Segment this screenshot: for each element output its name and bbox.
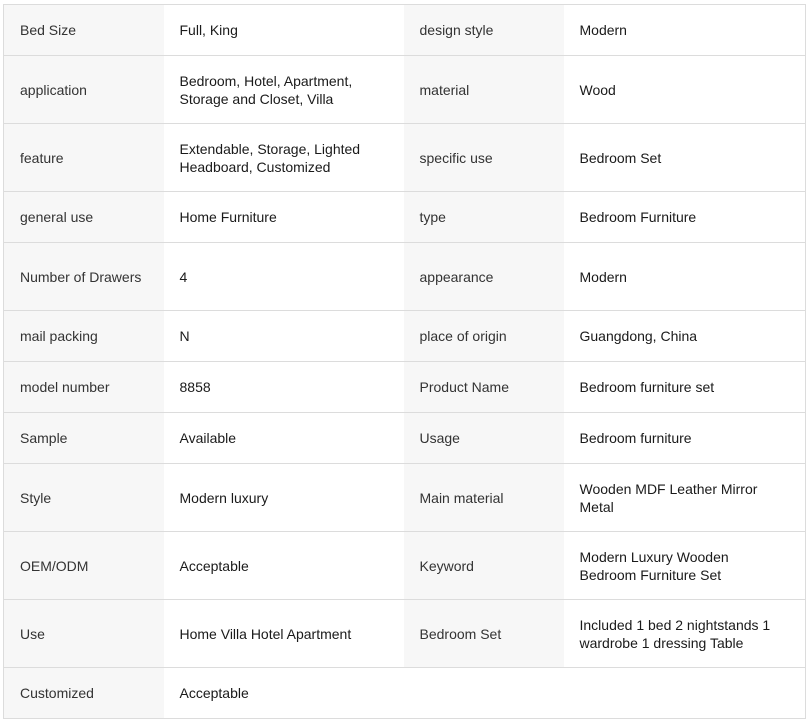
spec-row: Number of Drawers 4 appearance Modern <box>3 242 806 311</box>
spec-label: feature <box>3 123 164 192</box>
spec-label: place of origin <box>403 310 564 362</box>
spec-value: Guangdong, China <box>563 310 806 362</box>
spec-value: Bedroom furniture <box>563 412 806 464</box>
spec-label: mail packing <box>3 310 164 362</box>
spec-value: Modern Luxury Wooden Bedroom Furniture S… <box>563 531 806 600</box>
spec-value: Bedroom, Hotel, Apartment, Storage and C… <box>163 55 404 124</box>
spec-label: Keyword <box>403 531 564 600</box>
spec-label: specific use <box>403 123 564 192</box>
spec-label: material <box>403 55 564 124</box>
spec-value: Home Villa Hotel Apartment <box>163 599 404 668</box>
spec-label: Bedroom Set <box>403 599 564 668</box>
spec-value: N <box>163 310 404 362</box>
empty-cell <box>403 667 806 719</box>
spec-row: application Bedroom, Hotel, Apartment, St… <box>3 55 806 124</box>
spec-label: Style <box>3 463 164 532</box>
spec-value: Wooden MDF Leather Mirror Metal <box>563 463 806 532</box>
spec-row: Bed Size Full, King design style Modern <box>3 4 806 56</box>
spec-row: Sample Available Usage Bedroom furniture <box>3 412 806 464</box>
spec-row: OEM/ODM Acceptable Keyword Modern Luxury Wo… <box>3 531 806 600</box>
spec-value: Home Furniture <box>163 191 404 243</box>
spec-value: Available <box>163 412 404 464</box>
spec-value: 4 <box>163 242 404 311</box>
spec-label: type <box>403 191 564 243</box>
spec-row: Customized Acceptable <box>3 667 806 719</box>
spec-value: Included 1 bed 2 nightstands 1 wardrobe … <box>563 599 806 668</box>
spec-label: Usage <box>403 412 564 464</box>
spec-label: Bed Size <box>3 4 164 56</box>
spec-value: Bedroom furniture set <box>563 361 806 413</box>
spec-label: Product Name <box>403 361 564 413</box>
spec-row: feature Extendable, Storage, Lighted Head… <box>3 123 806 192</box>
spec-row: model number 8858 Product Name Bedroom furn… <box>3 361 806 413</box>
spec-label: design style <box>403 4 564 56</box>
spec-label: Main material <box>403 463 564 532</box>
spec-row: Style Modern luxury Main material Wooden MD… <box>3 463 806 532</box>
spec-label: general use <box>3 191 164 243</box>
spec-label: application <box>3 55 164 124</box>
spec-row: Use Home Villa Hotel Apartment Bedroom Set… <box>3 599 806 668</box>
spec-label: Number of Drawers <box>3 242 164 311</box>
spec-value: 8858 <box>163 361 404 413</box>
spec-value: Wood <box>563 55 806 124</box>
product-specs-table: Bed Size Full, King design style Modern appl… <box>3 4 806 719</box>
spec-row: general use Home Furniture type Bedroom Fur… <box>3 191 806 243</box>
spec-label: appearance <box>403 242 564 311</box>
spec-label: Customized <box>3 667 164 719</box>
spec-label: Use <box>3 599 164 668</box>
spec-label: model number <box>3 361 164 413</box>
spec-value: Acceptable <box>163 531 404 600</box>
spec-value: Bedroom Furniture <box>563 191 806 243</box>
spec-value: Bedroom Set <box>563 123 806 192</box>
spec-label: OEM/ODM <box>3 531 164 600</box>
spec-value: Modern <box>563 242 806 311</box>
spec-label: Sample <box>3 412 164 464</box>
spec-value: Full, King <box>163 4 404 56</box>
spec-value: Extendable, Storage, Lighted Headboard, … <box>163 123 404 192</box>
spec-value: Acceptable <box>163 667 404 719</box>
spec-value: Modern <box>563 4 806 56</box>
spec-value: Modern luxury <box>163 463 404 532</box>
